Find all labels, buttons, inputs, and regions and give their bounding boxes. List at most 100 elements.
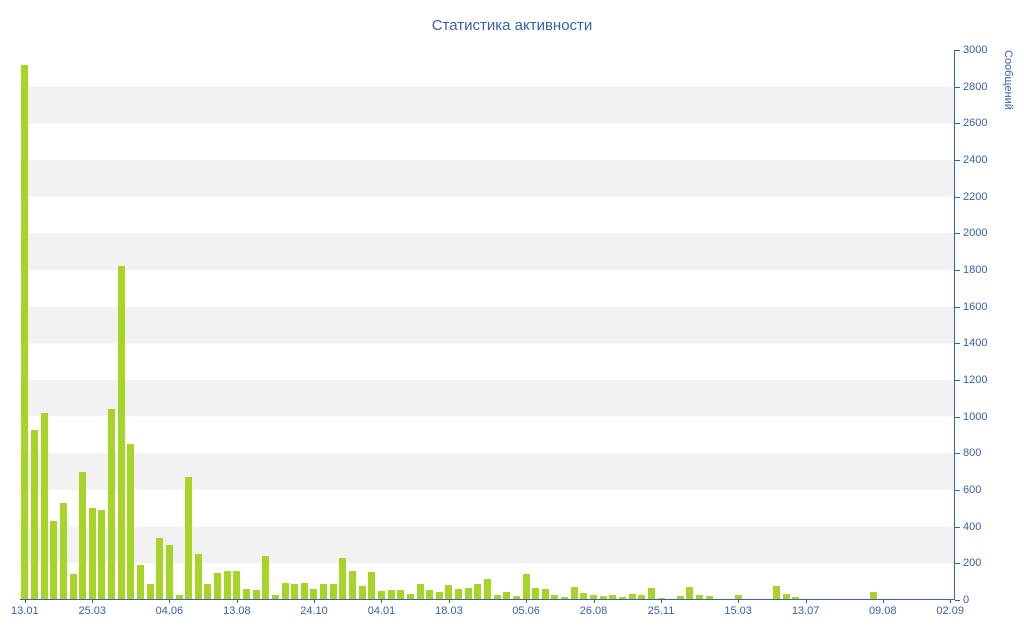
bar — [618, 597, 626, 600]
bar — [734, 594, 742, 600]
x-axis-tick — [236, 600, 238, 603]
y-axis-tick-label: 400 — [963, 520, 982, 533]
bars-container — [20, 50, 955, 600]
x-axis-tick-label: 04.01 — [367, 605, 396, 617]
x-axis-tick-label: 25.11 — [647, 605, 675, 617]
bar — [233, 570, 241, 600]
y-axis-tick — [955, 270, 960, 271]
y-axis-tick-label: 1800 — [963, 264, 988, 276]
bar — [869, 591, 877, 600]
y-axis-tick-label: 2400 — [963, 154, 988, 166]
y-axis-tick — [955, 196, 960, 198]
y-axis-tick — [955, 306, 960, 308]
bar — [445, 585, 453, 600]
x-axis-tick — [882, 600, 884, 603]
bar — [455, 589, 463, 600]
x-axis-tick — [313, 600, 315, 603]
bar — [705, 596, 713, 600]
bar — [435, 591, 443, 600]
x-axis-tick-label: 18.03 — [435, 605, 463, 617]
x-axis-tick — [593, 600, 595, 603]
bar — [773, 586, 781, 600]
bar — [271, 594, 279, 600]
chart-title: Статистика активности — [431, 17, 593, 34]
y-axis-tick — [955, 160, 960, 161]
bar — [69, 574, 77, 600]
bar — [146, 583, 154, 600]
bar — [310, 589, 318, 600]
bar — [532, 588, 540, 600]
bar — [541, 589, 549, 600]
bar — [243, 589, 251, 600]
y-axis-tick-label: 3000 — [963, 44, 988, 56]
y-axis-tick-label: 600 — [963, 484, 982, 496]
bar — [638, 594, 646, 600]
x-axis-tick — [526, 600, 528, 603]
bar — [79, 471, 87, 600]
bar — [175, 594, 183, 600]
x-axis-tick-label: 09.08 — [868, 605, 897, 617]
bar — [503, 591, 511, 600]
x-axis-tick — [805, 600, 807, 603]
bar — [609, 595, 617, 600]
x-axis-tick-label: 13.07 — [791, 605, 820, 617]
bar — [339, 557, 347, 600]
bar — [21, 64, 29, 600]
bar — [108, 409, 116, 600]
x-axis-tick-label: 26.08 — [579, 605, 608, 617]
y-axis-tick — [955, 490, 960, 491]
bar — [252, 589, 260, 600]
bar — [474, 583, 482, 600]
y-axis-tick-label: 2600 — [963, 117, 988, 130]
bar — [628, 593, 636, 600]
bar — [262, 556, 270, 600]
bar — [368, 571, 376, 600]
x-axis-tick-label: 15.03 — [724, 605, 752, 617]
y-axis-tick — [955, 343, 960, 345]
x-axis-tick-label: 04.06 — [155, 605, 184, 617]
y-axis-tick-label: 800 — [963, 447, 982, 460]
x-axis-tick — [24, 600, 26, 603]
bar — [214, 572, 222, 600]
bar — [512, 596, 520, 600]
bar — [98, 510, 106, 600]
bar — [416, 583, 424, 600]
x-axis-tick-label: 05.06 — [512, 605, 540, 617]
y-axis-tick-label: 1400 — [963, 337, 988, 350]
y-axis-line — [954, 50, 955, 600]
bar — [127, 444, 135, 600]
bar — [358, 586, 366, 600]
bar — [493, 594, 501, 600]
y-axis-tick — [955, 380, 960, 381]
plot-area — [20, 50, 955, 600]
x-axis-tick — [169, 600, 171, 603]
bar — [185, 477, 193, 600]
y-axis-tick-label: 1200 — [963, 374, 988, 386]
bar — [406, 593, 414, 600]
bar — [349, 570, 357, 600]
bar — [59, 502, 67, 600]
y-axis-tick-label: 2200 — [963, 190, 988, 203]
y-axis-tick — [955, 526, 960, 528]
bar — [561, 597, 569, 600]
y-axis-tick — [955, 123, 960, 125]
x-axis-tick-label: 02.09 — [936, 605, 964, 617]
bar — [117, 266, 125, 600]
bar — [223, 570, 231, 600]
bar — [464, 588, 472, 600]
bar — [291, 584, 299, 600]
x-axis-tick-label: 24.10 — [300, 605, 328, 617]
bar — [599, 596, 607, 600]
x-axis-tick — [738, 600, 740, 603]
bar — [484, 578, 491, 600]
bar — [320, 583, 328, 600]
x-axis-tick — [950, 600, 952, 603]
bar — [426, 589, 434, 600]
bar — [281, 582, 289, 600]
bar — [570, 587, 578, 600]
bar — [647, 588, 655, 600]
y-axis-tick — [955, 453, 960, 455]
y-axis-tick — [955, 416, 960, 418]
bar — [782, 593, 790, 600]
y-axis-tick-label: 2800 — [963, 80, 988, 93]
